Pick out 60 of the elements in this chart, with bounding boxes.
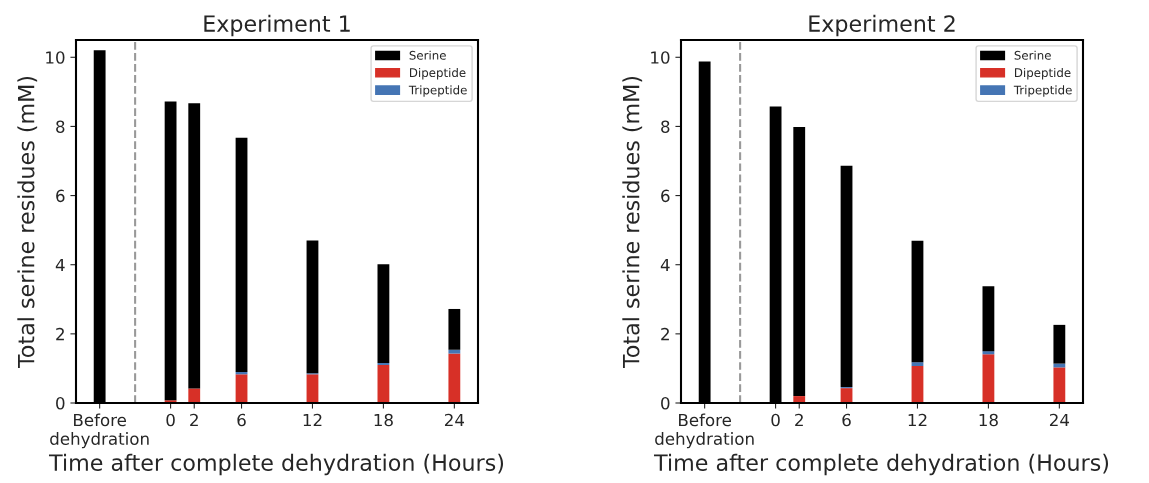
x-tick-label: Before dehydration [655, 413, 754, 449]
y-tick-label: 10 [651, 51, 670, 64]
x-tick-label: 24 [444, 413, 465, 427]
x-tick-label: 0 [771, 413, 780, 427]
x-axis-title: Time after complete dehydration (Hours) [653, 453, 1109, 476]
chart-title: Experiment 2 [809, 14, 955, 37]
y-axis-title: Total serine residues (mM) [622, 76, 643, 369]
x-tick-label: 6 [842, 413, 851, 427]
y-tick-label: 10 [46, 51, 65, 64]
bar [377, 364, 390, 403]
legend-label: Tripeptide [408, 85, 467, 97]
y-tick-label: 0 [661, 396, 670, 410]
x-tick-label: 0 [166, 413, 175, 427]
x-tick-label: Before dehydration [50, 413, 149, 449]
bar [235, 374, 248, 403]
bar [448, 353, 461, 403]
y-tick-label: 6 [56, 189, 65, 203]
legend-label: Dipeptide [1015, 67, 1071, 80]
legend-label: Serine [409, 50, 446, 60]
bar [188, 388, 201, 403]
bar [448, 308, 461, 350]
bar [840, 165, 853, 388]
legend-label: Dipeptide [410, 67, 466, 80]
y-tick-label: 2 [56, 327, 64, 341]
y-tick-label: 8 [661, 120, 670, 133]
bar [911, 240, 924, 363]
legend-label: Tripeptide [1013, 85, 1072, 97]
y-axis-title: Total serine residues (mM) [17, 76, 38, 369]
bar [1053, 367, 1066, 403]
y-tick-label: 8 [56, 120, 65, 133]
bar [1053, 324, 1066, 364]
chart-title: Experiment 1 [204, 14, 350, 37]
x-tick-label: 2 [795, 413, 803, 427]
y-tick-label: 0 [56, 396, 65, 410]
bar [911, 366, 924, 403]
bar [306, 240, 319, 374]
x-tick-label: 6 [237, 413, 246, 427]
y-tick-label: 6 [661, 189, 670, 203]
bar [448, 349, 461, 354]
bar [982, 354, 995, 403]
x-tick-label: 2 [190, 413, 198, 427]
bar [377, 362, 390, 365]
x-tick-label: 12 [908, 413, 927, 427]
x-tick-label: 12 [303, 413, 322, 427]
y-tick-label: 4 [55, 258, 65, 272]
x-axis-title: Time after complete dehydration (Hours) [48, 453, 504, 476]
y-tick-label: 4 [660, 258, 670, 272]
bar [793, 127, 806, 397]
legend-label: Serine [1014, 50, 1051, 60]
bar [306, 374, 319, 403]
bar [235, 137, 248, 372]
x-tick-label: 18 [979, 413, 998, 427]
bar [164, 101, 177, 401]
bar [911, 362, 924, 367]
bar [188, 103, 201, 389]
bar [377, 264, 390, 363]
x-tick-label: 18 [374, 413, 393, 427]
x-tick-label: 24 [1049, 413, 1070, 427]
y-tick-label: 2 [661, 327, 669, 341]
bar [982, 286, 995, 352]
